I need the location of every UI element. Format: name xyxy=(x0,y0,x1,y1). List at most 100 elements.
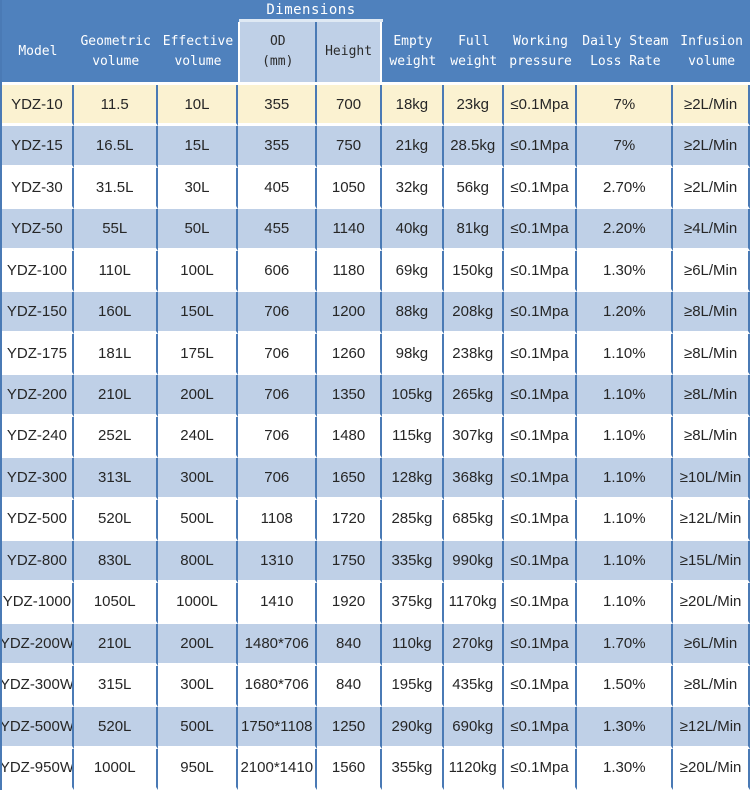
cell-working-pressure: ≤0.1Mpa xyxy=(503,541,578,583)
cell-infusion-volume: ≥4L/Min xyxy=(673,209,750,251)
table-row: YDZ-1000 1050L 1000L 1410 1920 375kg 1170kg ≤0.… xyxy=(2,582,750,625)
dimensions-group-row: Dimensions xyxy=(2,0,750,22)
cell-working-pressure: ≤0.1Mpa xyxy=(503,85,578,127)
cell-full-weight: 307kg xyxy=(443,416,504,459)
cell-daily-steam-loss: 1.10% xyxy=(577,333,674,376)
cell-effective-volume: 50L xyxy=(157,209,239,251)
cell-daily-steam-loss: 1.10% xyxy=(577,416,674,459)
cell-full-weight: 23kg xyxy=(443,85,504,127)
column-header-empty-weight: Empty weight xyxy=(389,33,437,69)
cell-effective-volume: 950L xyxy=(157,748,239,790)
cell-model: YDZ-200 xyxy=(2,375,74,417)
cell-daily-steam-loss: 1.10% xyxy=(577,541,674,583)
cell-working-pressure: ≤0.1Mpa xyxy=(503,167,578,210)
table-header: Dimensions Model Geometric volume Effect… xyxy=(2,0,750,85)
cell-height: 840 xyxy=(317,624,382,666)
cell-infusion-volume: ≥6L/Min xyxy=(673,250,750,293)
cell-effective-volume: 200L xyxy=(157,375,239,417)
cell-daily-steam-loss: 7% xyxy=(577,85,674,127)
cell-working-pressure: ≤0.1Mpa xyxy=(503,707,578,749)
cell-model: YDZ-100 xyxy=(2,250,74,293)
table-row: YDZ-800 830L 800L 1310 1750 335kg 990kg ≤0.1Mpa… xyxy=(2,541,750,583)
cell-geometric-volume: 31.5L xyxy=(73,167,158,210)
cell-od: 1750*1108 xyxy=(238,707,318,749)
cell-od: 355 xyxy=(238,85,318,127)
cell-model: YDZ-1000 xyxy=(2,582,74,625)
cell-height: 1250 xyxy=(317,707,382,749)
cell-empty-weight: 69kg xyxy=(381,250,444,293)
cell-full-weight: 265kg xyxy=(443,375,504,417)
column-header-full-weight: Full weight xyxy=(450,33,498,69)
table-row: YDZ-175 181L 175L 706 1260 98kg 238kg ≤0.1Mpa 1.… xyxy=(2,333,750,376)
cell-model: YDZ-10 xyxy=(2,85,74,127)
column-header-model: Model xyxy=(18,43,58,59)
cell-od: 1310 xyxy=(238,541,318,583)
cell-infusion-volume: ≥6L/Min xyxy=(673,624,750,666)
cell-effective-volume: 100L xyxy=(157,250,239,293)
cell-infusion-volume: ≥2L/Min xyxy=(673,85,750,127)
table-row: YDZ-200 210L 200L 706 1350 105kg 265kg ≤0.1Mpa 1… xyxy=(2,375,750,417)
cell-full-weight: 270kg xyxy=(443,624,504,666)
cell-effective-volume: 15L xyxy=(157,126,239,168)
cell-empty-weight: 110kg xyxy=(381,624,444,666)
cell-geometric-volume: 11.5 xyxy=(73,85,158,127)
cell-working-pressure: ≤0.1Mpa xyxy=(503,126,578,168)
cell-geometric-volume: 210L xyxy=(73,375,158,417)
cell-daily-steam-loss: 2.20% xyxy=(577,209,674,251)
cell-height: 1140 xyxy=(317,209,382,251)
cell-infusion-volume: ≥8L/Min xyxy=(673,416,750,459)
cell-daily-steam-loss: 2.70% xyxy=(577,167,674,210)
cell-od: 706 xyxy=(238,375,318,417)
cell-od: 2100*1410 xyxy=(238,748,318,790)
cell-od: 706 xyxy=(238,292,318,334)
cell-geometric-volume: 210L xyxy=(73,624,158,666)
cell-geometric-volume: 520L xyxy=(73,707,158,749)
cell-height: 1650 xyxy=(317,458,382,500)
cell-working-pressure: ≤0.1Mpa xyxy=(503,333,578,376)
cell-model: YDZ-15 xyxy=(2,126,74,168)
cell-od: 1410 xyxy=(238,582,318,625)
cell-model: YDZ-240 xyxy=(2,416,74,459)
cell-empty-weight: 40kg xyxy=(381,209,444,251)
cell-model: YDZ-50 xyxy=(2,209,74,251)
table-body: YDZ-10 11.5 10L 355 700 18kg 23kg ≤0.1Mpa 7% ≥2L/… xyxy=(2,85,750,790)
cell-effective-volume: 300L xyxy=(157,665,239,708)
cell-geometric-volume: 181L xyxy=(73,333,158,376)
cell-geometric-volume: 1000L xyxy=(73,748,158,790)
cell-full-weight: 81kg xyxy=(443,209,504,251)
cell-daily-steam-loss: 1.10% xyxy=(577,458,674,500)
table-row: YDZ-15 16.5L 15L 355 750 21kg 28.5kg ≤0.1Mpa 7% ≥… xyxy=(2,126,750,168)
column-header-geometric-volume: Geometric volume xyxy=(80,33,151,69)
cell-geometric-volume: 520L xyxy=(73,499,158,542)
cell-geometric-volume: 16.5L xyxy=(73,126,158,168)
cell-full-weight: 1170kg xyxy=(443,582,504,625)
cell-effective-volume: 10L xyxy=(157,85,239,127)
column-header-od: OD (mm) xyxy=(238,22,318,82)
cell-working-pressure: ≤0.1Mpa xyxy=(503,458,578,500)
cell-effective-volume: 30L xyxy=(157,167,239,210)
cell-infusion-volume: ≥2L/Min xyxy=(673,126,750,168)
cell-full-weight: 1120kg xyxy=(443,748,504,790)
table-row: YDZ-100 110L 100L 606 1180 69kg 150kg ≤0.1Mpa 1.… xyxy=(2,250,750,293)
cell-empty-weight: 128kg xyxy=(381,458,444,500)
cell-daily-steam-loss: 1.30% xyxy=(577,250,674,293)
dimensions-group-header: Dimensions xyxy=(239,0,383,22)
table-row: YDZ-500 520L 500L 1108 1720 285kg 685kg ≤0.1Mpa… xyxy=(2,499,750,542)
cell-model: YDZ-300W xyxy=(2,665,74,708)
cell-working-pressure: ≤0.1Mpa xyxy=(503,499,578,542)
cell-height: 700 xyxy=(317,85,382,127)
cell-geometric-volume: 55L xyxy=(73,209,158,251)
cell-effective-volume: 500L xyxy=(157,499,239,542)
cell-infusion-volume: ≥8L/Min xyxy=(673,665,750,708)
cell-daily-steam-loss: 1.30% xyxy=(577,748,674,790)
cell-geometric-volume: 252L xyxy=(73,416,158,459)
table-row: YDZ-300W 315L 300L 1680*706 840 195kg 435kg ≤0.… xyxy=(2,665,750,708)
cell-empty-weight: 285kg xyxy=(381,499,444,542)
cell-empty-weight: 105kg xyxy=(381,375,444,417)
cell-effective-volume: 1000L xyxy=(157,582,239,625)
cell-full-weight: 238kg xyxy=(443,333,504,376)
cell-geometric-volume: 315L xyxy=(73,665,158,708)
cell-full-weight: 435kg xyxy=(443,665,504,708)
cell-model: YDZ-800 xyxy=(2,541,74,583)
